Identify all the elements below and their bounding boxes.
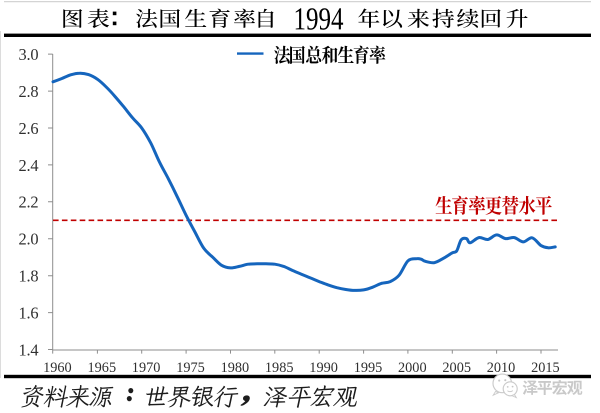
svg-text:2.4: 2.4 bbox=[19, 156, 39, 175]
svg-text:3.0: 3.0 bbox=[19, 45, 39, 64]
svg-text:1.4: 1.4 bbox=[19, 340, 39, 359]
svg-text:1985: 1985 bbox=[265, 360, 294, 376]
svg-text:2.8: 2.8 bbox=[19, 82, 39, 101]
svg-text:2010: 2010 bbox=[487, 360, 516, 376]
svg-text:1960: 1960 bbox=[43, 360, 72, 376]
svg-text:1980: 1980 bbox=[221, 360, 250, 376]
svg-text:1995: 1995 bbox=[354, 360, 383, 376]
svg-text:1965: 1965 bbox=[88, 360, 117, 376]
svg-text:2005: 2005 bbox=[442, 360, 471, 376]
svg-text:2.6: 2.6 bbox=[19, 119, 39, 138]
svg-text:2.0: 2.0 bbox=[19, 230, 39, 249]
svg-text:1975: 1975 bbox=[176, 360, 205, 376]
svg-text:1.8: 1.8 bbox=[19, 267, 39, 286]
svg-text:1990: 1990 bbox=[309, 360, 338, 376]
svg-text:2.2: 2.2 bbox=[19, 193, 39, 212]
svg-text:1970: 1970 bbox=[132, 360, 161, 376]
svg-text:1.6: 1.6 bbox=[19, 304, 39, 323]
svg-text:2015: 2015 bbox=[531, 360, 560, 376]
svg-text:2000: 2000 bbox=[398, 360, 427, 376]
